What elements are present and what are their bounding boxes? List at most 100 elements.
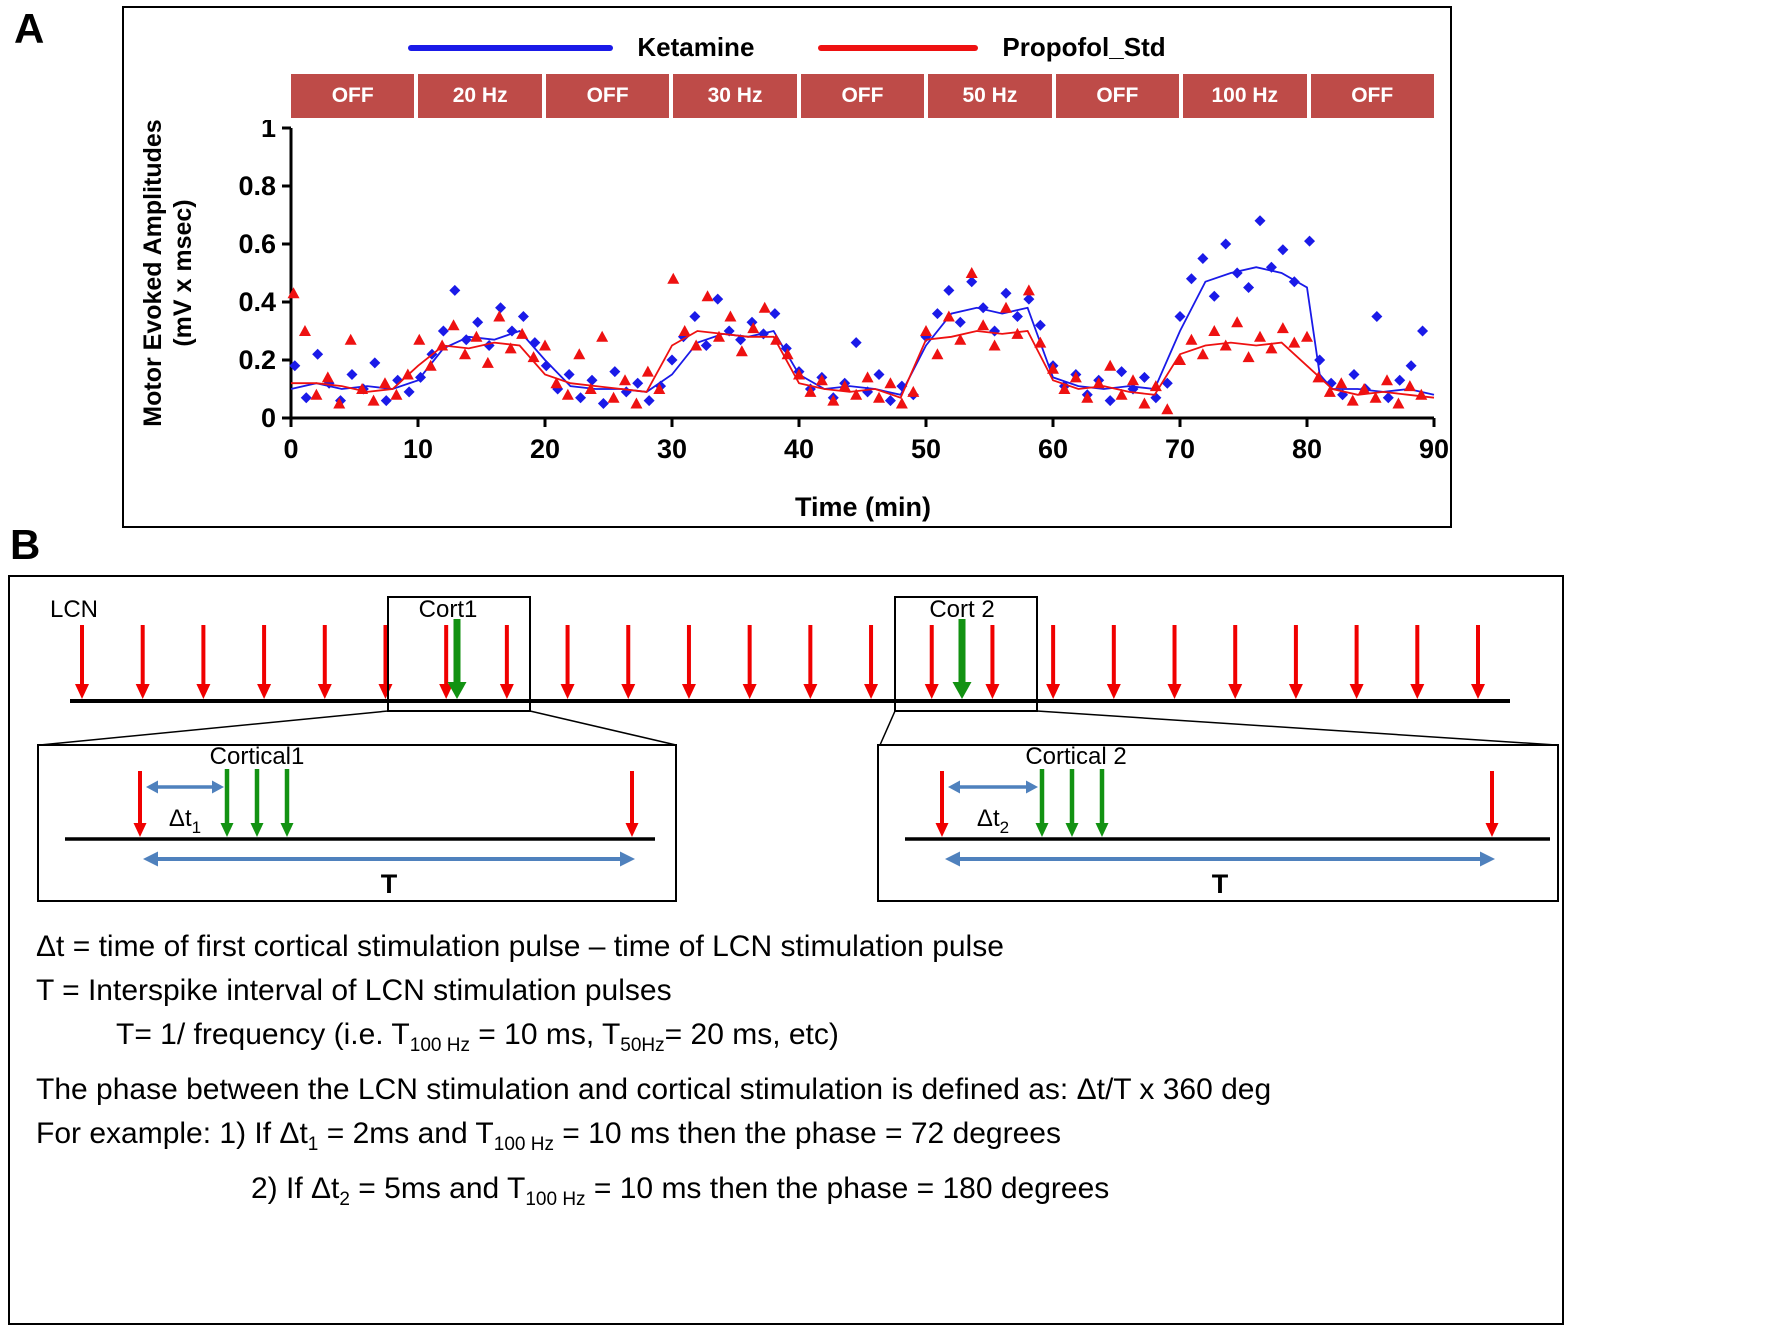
data-point — [289, 360, 301, 372]
data-point — [838, 380, 851, 392]
data-point — [563, 369, 575, 380]
data-point — [700, 340, 712, 351]
data-point — [850, 337, 862, 349]
ketamine-series — [289, 215, 1435, 409]
data-point — [931, 348, 944, 360]
data-point — [1011, 327, 1024, 339]
y-tick-label: 0.4 — [238, 287, 276, 317]
data-point — [369, 357, 381, 369]
data-point — [758, 301, 771, 313]
data-point — [966, 276, 978, 288]
panel-a-plot: 00.20.40.60.810 10 20 30 40 50 60 70 80 90 — [238, 120, 1449, 464]
data-point — [472, 316, 484, 328]
data-point — [1000, 287, 1012, 299]
ketamine-trend-line — [290, 266, 1435, 396]
x-tick-label: 20 — [530, 434, 560, 464]
data-point — [735, 345, 748, 357]
data-point — [1405, 360, 1417, 372]
data-point — [596, 330, 609, 342]
data-point — [1116, 366, 1128, 378]
t-label-left: T — [381, 869, 398, 899]
data-point — [1358, 383, 1371, 394]
data-point — [516, 327, 529, 339]
data-point — [701, 290, 714, 302]
data-point — [954, 316, 966, 328]
data-point — [1138, 397, 1151, 409]
panel-a-label: A — [14, 5, 45, 52]
data-point — [1392, 397, 1405, 409]
lcn-pulse-train — [70, 619, 1510, 703]
data-point — [1254, 215, 1266, 227]
lcn-label: LCN — [50, 596, 98, 623]
data-point — [954, 333, 967, 345]
data-point — [1265, 261, 1277, 273]
axes — [282, 126, 1436, 427]
cort2-region-box — [894, 596, 1038, 712]
data-point — [1197, 253, 1209, 264]
caption-line: For example: 1) If Δt1 = 2ms and T100 Hz… — [36, 1117, 1061, 1155]
data-point — [1219, 339, 1232, 351]
data-point — [1127, 374, 1140, 386]
caption-line: 2) If Δt2 = 5ms and T100 Hz = 10 ms then… — [251, 1172, 1110, 1210]
data-point — [1220, 238, 1232, 250]
y-tick-label: 0.2 — [238, 345, 276, 375]
data-point — [607, 391, 620, 403]
data-point — [573, 348, 586, 360]
data-point — [907, 385, 920, 397]
data-point — [1242, 351, 1255, 363]
data-point — [597, 398, 609, 409]
caption-line: T = Interspike interval of LCN stimulati… — [36, 974, 672, 1007]
data-point — [495, 302, 507, 314]
data-point — [1022, 284, 1035, 296]
data-point — [1304, 235, 1316, 247]
dt1-label: Δt1 — [169, 805, 201, 837]
propofol_std-trend-line — [291, 330, 1435, 399]
data-point — [1381, 374, 1394, 386]
cort2-zoom-box — [877, 744, 1559, 902]
y-axis-title-line1: Motor Evoked Amplitudes — [139, 119, 167, 427]
data-point — [943, 284, 955, 296]
data-point — [815, 374, 828, 386]
data-point — [504, 342, 517, 354]
data-point — [413, 333, 426, 345]
data-point — [942, 310, 955, 322]
panel-a: Ketamine Propofol_Std OFF 20 Hz OFF 30 Hz OF… — [122, 6, 1452, 528]
data-point — [873, 369, 885, 380]
data-point — [1346, 394, 1359, 406]
x-tick-label: 40 — [784, 434, 814, 464]
data-point — [1047, 362, 1059, 374]
legend-label-ketamine: Ketamine — [637, 32, 755, 62]
data-point — [1231, 316, 1244, 328]
cortical1-label: Cortical1 — [210, 743, 305, 770]
data-point — [1115, 388, 1128, 400]
dt2-label: Δt2 — [977, 805, 1009, 837]
data-point — [403, 386, 415, 398]
data-point — [1265, 342, 1278, 354]
data-point — [1000, 301, 1013, 313]
data-point — [458, 348, 471, 360]
t-label-right: T — [1212, 869, 1229, 899]
data-point — [424, 359, 437, 371]
data-point — [620, 386, 632, 398]
x-tick-label: 90 — [1419, 434, 1449, 464]
zoom-connectors — [39, 710, 1557, 746]
data-point — [1276, 322, 1289, 334]
data-point — [540, 360, 552, 372]
y-tick-label: 1 — [261, 120, 276, 143]
data-point — [1371, 311, 1383, 322]
data-point — [873, 391, 886, 403]
data-point — [609, 366, 621, 378]
data-point — [641, 365, 654, 377]
data-point — [300, 392, 312, 404]
data-point — [1243, 282, 1255, 293]
data-point — [470, 330, 483, 342]
data-point — [1254, 330, 1267, 342]
stim-band-segment: OFF — [545, 74, 670, 118]
data-point — [437, 325, 449, 337]
data-point — [827, 394, 840, 406]
data-point — [1034, 319, 1046, 331]
data-point — [1369, 391, 1382, 403]
data-point — [1382, 392, 1394, 404]
data-point — [1034, 336, 1047, 348]
